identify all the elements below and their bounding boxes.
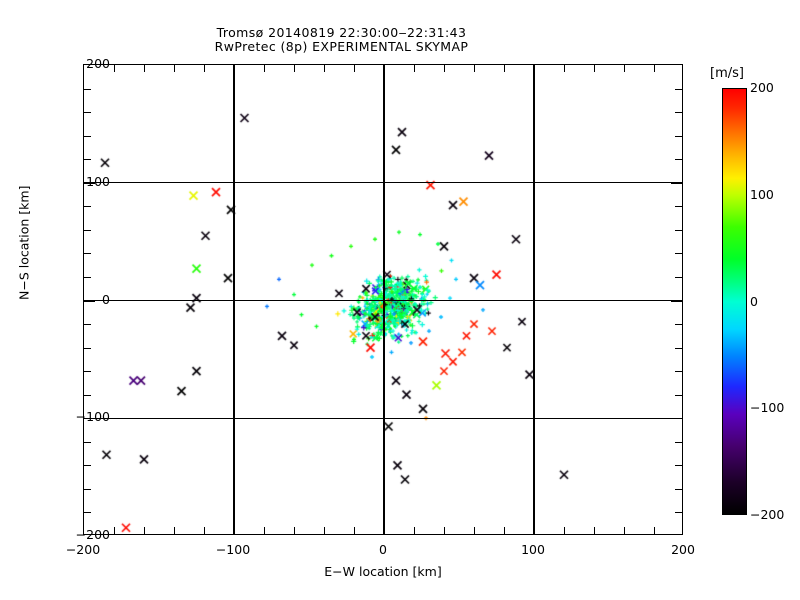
x-axis-tick-label: −100 <box>215 542 251 557</box>
vertical-reference-line <box>383 65 385 534</box>
y-axis-tick-right <box>675 229 682 231</box>
y-axis-tick-right <box>675 512 682 514</box>
y-axis-tick-right <box>675 394 682 396</box>
y-axis-tick <box>84 347 91 349</box>
colorbar-tick-label: −100 <box>750 400 785 416</box>
x-axis-tick-top <box>264 65 265 72</box>
x-axis-tick-top <box>414 65 415 72</box>
x-axis-tick <box>624 527 625 534</box>
y-axis-tick-right <box>675 441 682 443</box>
y-axis-tick <box>84 112 91 114</box>
y-axis-tick-label: −100 <box>75 409 110 425</box>
x-axis-tick <box>594 527 595 534</box>
scatter-plot-area <box>83 64 684 536</box>
y-axis-tick <box>84 253 91 255</box>
y-axis-tick <box>84 206 91 208</box>
x-axis-tick-label: 100 <box>521 542 545 557</box>
x-axis-tick-top <box>174 65 175 72</box>
x-axis-tick <box>444 527 445 534</box>
x-axis-tick-top <box>504 65 505 72</box>
x-axis-tick-label: −200 <box>65 542 101 557</box>
y-axis-tick-right <box>675 371 682 373</box>
y-axis-tick-label: 200 <box>86 56 110 71</box>
colorbar-unit-label: [m/s] <box>710 66 744 81</box>
x-axis-tick-top <box>324 65 325 72</box>
chart-title-line-2: RwPretec (8p) EXPERIMENTAL SKYMAP <box>214 39 469 54</box>
x-axis-tick-label: 200 <box>671 542 695 557</box>
y-axis-tick <box>84 371 91 373</box>
y-axis-tick-right <box>675 324 682 326</box>
x-axis-tick-top <box>444 65 445 72</box>
x-axis-tick <box>294 527 295 534</box>
x-axis-tick-top <box>204 65 205 72</box>
colorbar-tick-label: −200 <box>750 507 785 522</box>
x-axis-tick <box>204 527 205 534</box>
y-axis-tick <box>84 512 91 514</box>
y-axis-tick <box>84 324 91 326</box>
x-axis-tick-top <box>144 65 145 72</box>
y-axis-tick-label: −200 <box>75 527 110 542</box>
y-axis-tick-right <box>675 253 682 255</box>
colorbar <box>722 88 747 515</box>
y-axis-tick-right <box>675 465 682 467</box>
x-axis-tick-top <box>564 65 565 72</box>
y-axis-tick-right <box>675 112 682 114</box>
y-axis-tick <box>84 276 91 278</box>
chart-title-line-1: Tromsø 20140819 22:30:00‒22:31:43 <box>216 25 467 40</box>
vertical-reference-line <box>533 65 535 534</box>
x-axis-tick <box>474 527 475 534</box>
y-axis-tick-right <box>675 206 682 208</box>
horizontal-reference-line <box>84 299 682 302</box>
x-axis-tick <box>564 527 565 534</box>
y-axis-tick <box>84 229 91 231</box>
y-axis-tick <box>84 441 91 443</box>
x-axis-tick <box>414 527 415 534</box>
y-axis-tick <box>84 394 91 396</box>
y-axis-tick <box>84 88 91 90</box>
y-axis-tick <box>84 135 91 137</box>
y-axis-tick <box>84 488 91 490</box>
vertical-reference-line <box>233 65 235 534</box>
y-axis-tick-right <box>675 276 682 278</box>
y-axis-tick-right <box>675 159 682 161</box>
x-axis-tick-top <box>354 65 355 72</box>
y-axis-tick <box>84 465 91 467</box>
x-axis-tick-top <box>114 65 115 72</box>
x-axis-tick <box>504 527 505 534</box>
x-axis-tick-top <box>624 65 625 72</box>
x-axis-tick <box>324 527 325 534</box>
y-axis-tick-right <box>675 135 682 137</box>
x-axis-tick <box>654 527 655 534</box>
x-axis-tick-top <box>594 65 595 72</box>
colorbar-tick-label: 200 <box>750 80 774 95</box>
y-axis-tick-right <box>675 88 682 90</box>
y-axis-tick-right <box>675 347 682 349</box>
horizontal-reference-line <box>84 417 682 419</box>
x-axis-tick <box>354 527 355 534</box>
x-axis-tick <box>264 527 265 534</box>
y-axis-tick <box>84 159 91 161</box>
x-axis-tick <box>174 527 175 534</box>
y-axis-tick-label: 0 <box>102 291 110 307</box>
chart-title-block: Tromsø 20140819 22:30:00‒22:31:43 RwPret… <box>0 26 683 54</box>
x-axis-tick-top <box>474 65 475 72</box>
y-axis-tick-right <box>675 488 682 490</box>
x-axis-tick-top <box>654 65 655 72</box>
x-axis-tick-label: 0 <box>379 542 387 557</box>
colorbar-tick-label: 0 <box>750 293 758 309</box>
x-axis-tick <box>144 527 145 534</box>
horizontal-reference-line <box>84 182 682 184</box>
colorbar-tick-label: 100 <box>750 186 774 202</box>
x-axis-title: E−W location [km] <box>324 564 442 579</box>
y-axis-tick-label: 100 <box>86 173 110 189</box>
x-axis-tick-top <box>294 65 295 72</box>
x-axis-tick <box>114 527 115 534</box>
